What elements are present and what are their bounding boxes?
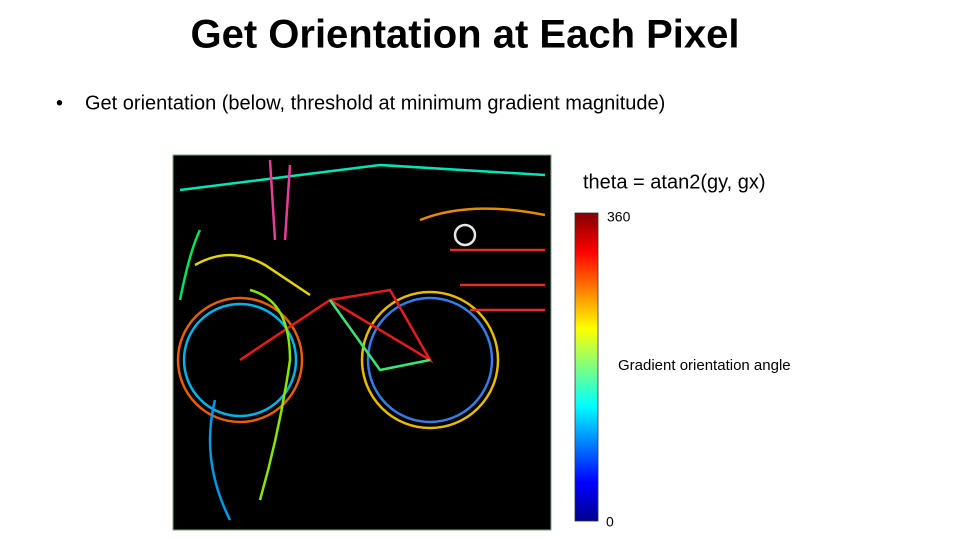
colorbar-min: 0	[606, 514, 614, 530]
colorbar-max: 360	[607, 209, 631, 225]
slide-title: Get Orientation at Each Pixel	[190, 13, 739, 57]
formula: theta = atan2(gy, gx)	[583, 171, 766, 193]
colorbar	[574, 212, 599, 522]
colorbar-label: Gradient orientation angle	[618, 357, 791, 374]
bullet-dot: •	[56, 92, 63, 114]
orientation-image	[172, 154, 552, 531]
bullet-text: Get orientation (below, threshold at min…	[85, 92, 665, 114]
